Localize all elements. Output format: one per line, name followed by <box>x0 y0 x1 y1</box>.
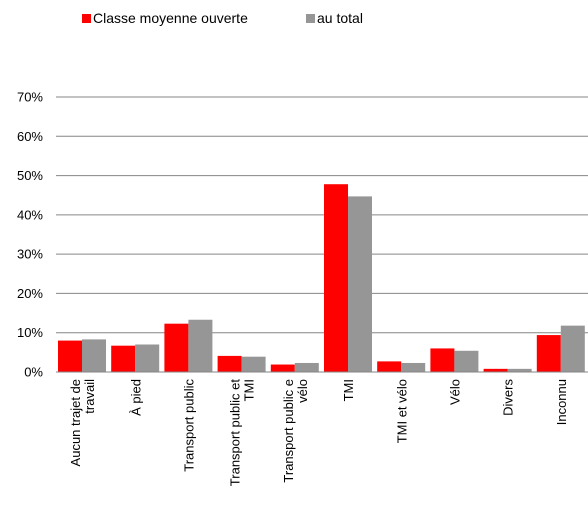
bar-series-2-cat-9 <box>507 368 532 372</box>
bar-series-1-cat-5 <box>270 364 295 372</box>
bar-series-1-cat-9 <box>483 368 508 372</box>
y-tick-label: 60% <box>17 129 43 144</box>
legend: Classe moyenne ouverte au total <box>82 10 363 26</box>
x-tick-label: Transport public <box>182 379 197 472</box>
y-tick-label: 70% <box>17 90 43 105</box>
legend-label-1: Classe moyenne ouverte <box>93 10 248 26</box>
x-tick-label: vélo <box>295 379 310 403</box>
legend-swatch-1 <box>82 14 91 23</box>
bar-series-2-cat-7 <box>401 362 426 372</box>
bar-series-1-cat-1 <box>58 340 82 372</box>
x-tick-label: travail <box>82 379 97 414</box>
y-tick-label: 20% <box>17 286 43 301</box>
bar-series-1-cat-2 <box>111 345 136 372</box>
legend-label-2: au total <box>317 10 363 26</box>
x-tick-label: Transport public e <box>281 379 296 483</box>
bar-series-1-cat-6 <box>324 184 348 372</box>
bar-series-1-cat-3 <box>164 323 189 372</box>
y-tick-label: 0% <box>24 365 43 380</box>
x-tick-label: Aucun trajet de <box>68 379 83 466</box>
x-tick-label: TMI <box>341 379 356 401</box>
axes: 0% 10% 20% 30% 40% 50% 60% 70% Aucun trajet de tr… <box>17 90 588 487</box>
bar-series-2-cat-6 <box>348 196 372 372</box>
bar-series-1-cat-8 <box>430 348 455 372</box>
bar-series-1-cat-7 <box>377 361 402 372</box>
bar-series-2-cat-1 <box>82 339 106 372</box>
bar-series-2-cat-5 <box>294 362 319 372</box>
y-tick-label: 40% <box>17 207 43 222</box>
legend-swatch-2 <box>306 14 315 23</box>
y-tick-label: 30% <box>17 247 43 262</box>
bar-series-2-cat-8 <box>454 350 479 372</box>
bar-series-1-cat-4 <box>217 355 242 372</box>
x-tick-label: Transport public et <box>228 379 243 487</box>
bars <box>58 184 585 372</box>
bar-series-2-cat-2 <box>135 344 160 372</box>
bar-series-1-cat-10 <box>536 335 561 372</box>
x-tick-label: TMI <box>242 379 257 401</box>
y-tick-label: 50% <box>17 168 43 183</box>
gridlines <box>56 96 588 334</box>
bar-series-2-cat-4 <box>241 356 266 372</box>
y-tick-label: 10% <box>17 325 43 340</box>
x-tick-label: Vélo <box>448 379 463 405</box>
bar-series-2-cat-3 <box>188 319 213 372</box>
x-tick-label: Divers <box>501 379 516 416</box>
x-tick-label: À pied <box>128 379 143 416</box>
x-tick-label: TMI et vélo <box>394 379 409 443</box>
x-tick-label: Inconnu <box>554 379 569 425</box>
bar-series-2-cat-10 <box>560 325 585 372</box>
